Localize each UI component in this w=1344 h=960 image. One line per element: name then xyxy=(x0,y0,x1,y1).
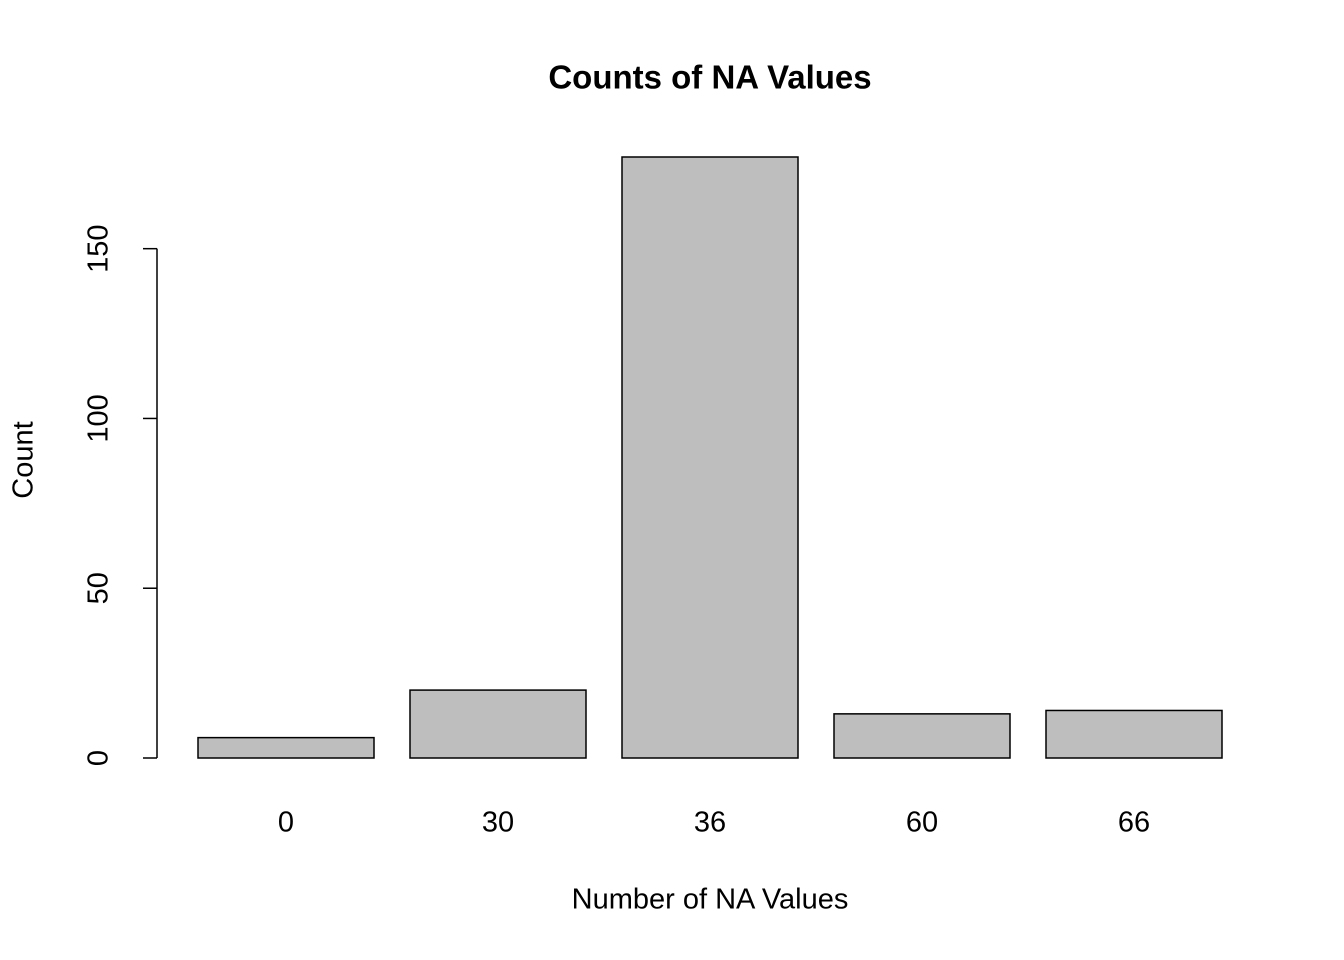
chart-title: Counts of NA Values xyxy=(548,59,871,96)
y-tick-label: 100 xyxy=(83,394,115,442)
x-tick-label: 60 xyxy=(906,807,938,839)
bar xyxy=(409,689,587,759)
x-tick-label: 66 xyxy=(1118,807,1150,839)
y-axis-label: Count xyxy=(8,421,40,498)
y-tick-label: 0 xyxy=(83,750,115,766)
y-tick-label: 150 xyxy=(83,224,115,272)
x-tick-label: 0 xyxy=(278,807,294,839)
y-tick-label: 50 xyxy=(83,572,115,604)
x-axis-label: Number of NA Values xyxy=(572,884,849,916)
x-tick-label: 30 xyxy=(482,807,514,839)
bar xyxy=(621,156,799,759)
bar xyxy=(1045,709,1223,759)
bar xyxy=(197,736,375,759)
x-tick-label: 36 xyxy=(694,807,726,839)
bar xyxy=(833,713,1011,759)
